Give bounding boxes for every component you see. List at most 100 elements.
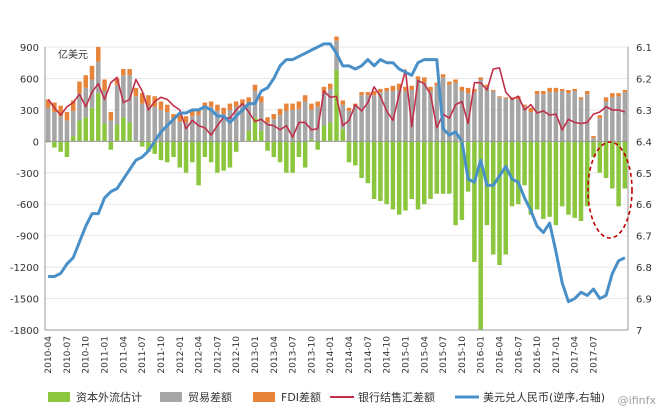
bar bbox=[359, 92, 364, 96]
bar bbox=[158, 101, 164, 110]
bar bbox=[309, 139, 314, 142]
x-tick-label: 2014-10 bbox=[383, 336, 393, 374]
x-tick-label: 2013-07 bbox=[289, 336, 299, 374]
bar bbox=[158, 109, 164, 142]
bar bbox=[114, 78, 120, 85]
bar bbox=[340, 104, 346, 129]
bar bbox=[459, 91, 465, 142]
bar bbox=[240, 99, 245, 105]
bar bbox=[378, 88, 383, 93]
x-tick-label: 2010-10 bbox=[82, 336, 92, 374]
bar bbox=[70, 136, 76, 142]
bar bbox=[503, 141, 509, 255]
y-left-tick-label: -300 bbox=[16, 169, 39, 180]
y-right-tick-label: 6.7 bbox=[636, 232, 652, 243]
bar bbox=[221, 141, 226, 171]
bar bbox=[534, 91, 540, 95]
x-tick-label: 2010-07 bbox=[63, 336, 73, 374]
bar bbox=[259, 130, 264, 142]
bar bbox=[541, 94, 546, 142]
bar bbox=[365, 141, 371, 184]
bar bbox=[246, 103, 251, 131]
x-tick-label: 2010-04 bbox=[44, 336, 54, 374]
bar bbox=[497, 96, 502, 98]
bar bbox=[597, 115, 603, 119]
bar bbox=[265, 117, 270, 123]
bar bbox=[578, 99, 584, 142]
bar bbox=[70, 110, 76, 137]
bar bbox=[340, 100, 346, 105]
legend: 资本外流估计 贸易差额 FDI差额 银行结售汇差额 美元兑人民币(逆序,右轴) bbox=[48, 390, 605, 404]
legend-swatch bbox=[253, 392, 275, 402]
x-tick-label: 2015-10 bbox=[458, 336, 468, 374]
bar bbox=[403, 141, 408, 211]
bar bbox=[158, 141, 164, 161]
legend-label: 银行结售汇差额 bbox=[358, 390, 435, 404]
bar bbox=[215, 141, 220, 173]
watermark: @ifinfx bbox=[618, 394, 657, 407]
bar bbox=[70, 100, 76, 111]
bar bbox=[83, 117, 88, 142]
y-left-tick-label: -1500 bbox=[10, 295, 39, 306]
bar bbox=[428, 91, 433, 142]
bar bbox=[440, 141, 446, 194]
bar bbox=[547, 141, 552, 217]
bar bbox=[553, 92, 559, 142]
bar bbox=[447, 81, 452, 85]
bar bbox=[409, 141, 414, 199]
bar bbox=[164, 104, 170, 112]
bar bbox=[202, 107, 208, 142]
bar bbox=[434, 82, 440, 86]
y-left-tick-label: 0 bbox=[33, 137, 39, 148]
bar bbox=[315, 101, 320, 107]
y-left-tick-label: 300 bbox=[20, 106, 39, 117]
bar bbox=[622, 92, 628, 142]
bar bbox=[447, 84, 452, 142]
bar bbox=[139, 141, 145, 147]
bar bbox=[396, 89, 402, 142]
bar bbox=[403, 86, 408, 92]
bar bbox=[585, 94, 590, 142]
bar bbox=[271, 141, 277, 158]
bar bbox=[572, 88, 577, 92]
bar bbox=[240, 104, 245, 142]
bar bbox=[233, 106, 239, 142]
bar bbox=[196, 109, 201, 116]
lines bbox=[47, 42, 626, 304]
bar bbox=[534, 94, 540, 142]
y-right-tick-label: 6.2 bbox=[636, 74, 652, 85]
bar bbox=[522, 106, 527, 142]
bar bbox=[610, 141, 615, 189]
axes: 900 600 300 0 -300 -600 -900 -1200 -1500 -1800 6.1… bbox=[10, 43, 652, 374]
bar bbox=[171, 120, 176, 142]
bar bbox=[127, 69, 132, 76]
bar bbox=[177, 121, 183, 142]
bar bbox=[146, 141, 151, 152]
bar bbox=[64, 120, 70, 142]
bar bbox=[403, 91, 408, 142]
bar bbox=[522, 141, 527, 186]
y-left-tick-label: -1200 bbox=[10, 263, 39, 274]
bar bbox=[221, 107, 226, 115]
x-tick-label: 2011-07 bbox=[138, 336, 148, 374]
bar bbox=[490, 89, 496, 92]
bar bbox=[422, 141, 427, 205]
bar bbox=[190, 141, 195, 163]
bar bbox=[265, 141, 270, 151]
bar bbox=[559, 141, 565, 207]
bar bbox=[434, 85, 440, 142]
bar bbox=[553, 141, 559, 226]
bar bbox=[108, 141, 114, 150]
bar bbox=[497, 97, 502, 142]
bar bbox=[208, 101, 214, 107]
bar bbox=[327, 88, 333, 123]
bar bbox=[183, 122, 189, 142]
highlight-ellipse bbox=[587, 141, 633, 239]
bar bbox=[321, 125, 327, 142]
bar bbox=[334, 36, 339, 41]
x-tick-label: 2013-01 bbox=[251, 336, 261, 374]
x-tick-label: 2013-10 bbox=[307, 336, 317, 374]
bar bbox=[434, 141, 440, 194]
bar bbox=[422, 77, 427, 83]
x-tick-label: 2016-04 bbox=[495, 336, 505, 374]
